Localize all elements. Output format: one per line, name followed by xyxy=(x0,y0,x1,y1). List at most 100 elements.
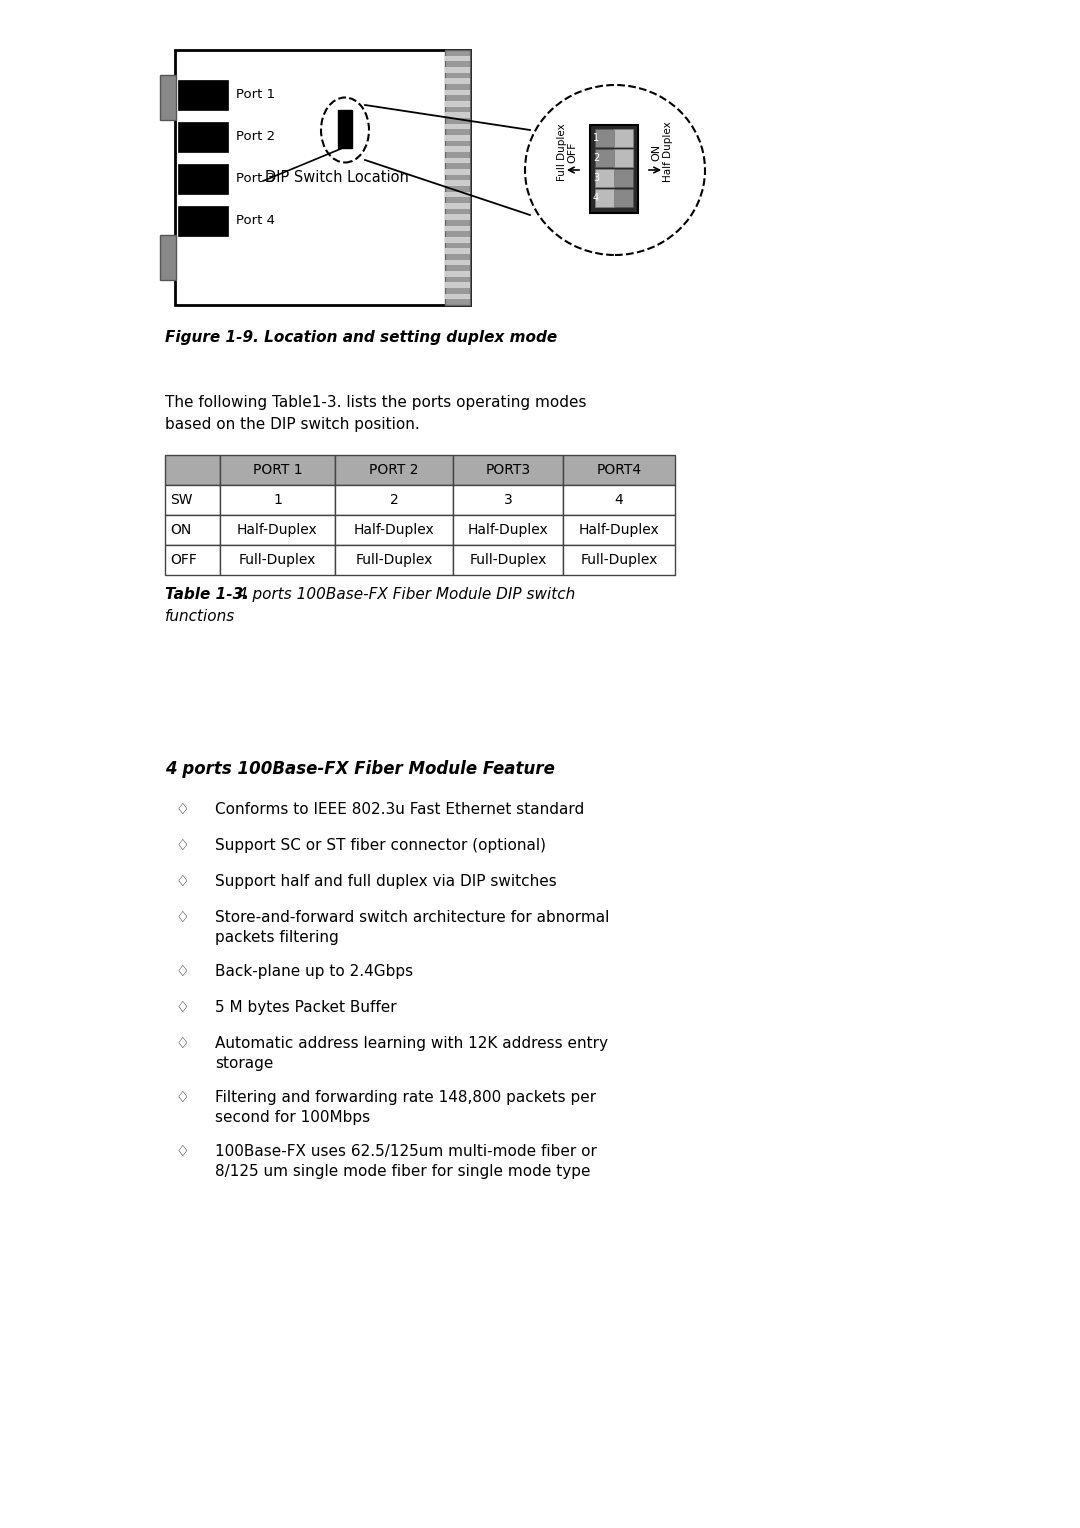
Text: PORT3: PORT3 xyxy=(485,463,530,477)
Text: Half-Duplex: Half-Duplex xyxy=(353,523,434,536)
Bar xyxy=(445,237,470,243)
Text: 1: 1 xyxy=(273,494,282,507)
Text: ♢: ♢ xyxy=(175,1036,189,1051)
Bar xyxy=(595,189,615,206)
Bar xyxy=(445,203,470,209)
Text: based on the DIP switch position.: based on the DIP switch position. xyxy=(165,417,420,432)
Bar xyxy=(445,67,470,73)
Bar xyxy=(178,79,228,110)
Bar xyxy=(335,545,453,575)
Bar xyxy=(445,124,470,130)
Bar xyxy=(453,484,563,515)
Bar xyxy=(165,545,220,575)
Text: 100Base-FX uses 62.5/125um multi-mode fiber or: 100Base-FX uses 62.5/125um multi-mode fi… xyxy=(215,1144,597,1160)
Text: OFF: OFF xyxy=(170,553,197,567)
Text: Half-Duplex: Half-Duplex xyxy=(468,523,549,536)
Text: ON: ON xyxy=(651,144,661,160)
Bar xyxy=(175,50,470,306)
Bar xyxy=(335,455,453,484)
Text: Port 3: Port 3 xyxy=(237,173,275,185)
Text: functions: functions xyxy=(165,610,235,623)
Bar xyxy=(595,170,615,186)
Text: PORT 1: PORT 1 xyxy=(253,463,302,477)
Bar xyxy=(445,180,470,186)
Text: 2: 2 xyxy=(593,153,599,163)
Text: Support SC or ST fiber connector (optional): Support SC or ST fiber connector (option… xyxy=(215,837,546,853)
Bar xyxy=(445,157,470,163)
Text: OFF: OFF xyxy=(567,141,577,163)
Text: Conforms to IEEE 802.3u Fast Ethernet standard: Conforms to IEEE 802.3u Fast Ethernet st… xyxy=(215,802,584,817)
Bar xyxy=(445,260,470,266)
Text: Full-Duplex: Full-Duplex xyxy=(470,553,546,567)
Text: 8/125 um single mode fiber for single mode type: 8/125 um single mode fiber for single mo… xyxy=(215,1164,591,1180)
Bar xyxy=(220,455,335,484)
Bar xyxy=(178,206,228,235)
Text: 2: 2 xyxy=(390,494,399,507)
Text: ♢: ♢ xyxy=(175,837,189,853)
Text: 3: 3 xyxy=(503,494,512,507)
Text: Port 2: Port 2 xyxy=(237,130,275,144)
Text: Full Duplex: Full Duplex xyxy=(557,124,567,180)
Text: Half Duplex: Half Duplex xyxy=(663,122,673,182)
Text: ON: ON xyxy=(170,523,191,536)
Text: DIP Switch Location: DIP Switch Location xyxy=(265,171,409,185)
Bar xyxy=(335,484,453,515)
Bar xyxy=(563,484,675,515)
Text: ♢: ♢ xyxy=(175,999,189,1015)
Text: Back-plane up to 2.4Gbps: Back-plane up to 2.4Gbps xyxy=(215,964,414,979)
Bar xyxy=(160,75,176,121)
Text: Full-Duplex: Full-Duplex xyxy=(355,553,433,567)
Text: 4: 4 xyxy=(615,494,623,507)
Text: 4: 4 xyxy=(593,193,599,203)
Text: ♢: ♢ xyxy=(175,964,189,979)
Bar xyxy=(445,170,470,174)
Bar xyxy=(445,283,470,287)
Text: Table 1-3.: Table 1-3. xyxy=(165,587,249,602)
Text: Half-Duplex: Half-Duplex xyxy=(238,523,318,536)
Text: Port 1: Port 1 xyxy=(237,89,275,101)
Bar xyxy=(178,163,228,194)
Bar xyxy=(453,545,563,575)
Bar xyxy=(445,113,470,118)
Text: second for 100Mbps: second for 100Mbps xyxy=(215,1109,370,1125)
Bar xyxy=(445,191,470,197)
Bar xyxy=(445,226,470,231)
Bar xyxy=(338,110,352,148)
Bar xyxy=(220,484,335,515)
Text: Automatic address learning with 12K address entry: Automatic address learning with 12K addr… xyxy=(215,1036,608,1051)
Text: Support half and full duplex via DIP switches: Support half and full duplex via DIP swi… xyxy=(215,874,557,889)
Bar xyxy=(445,55,470,61)
Bar xyxy=(220,545,335,575)
Bar xyxy=(445,78,470,84)
Bar xyxy=(445,101,470,107)
Bar xyxy=(445,214,470,220)
Text: 1: 1 xyxy=(593,133,599,144)
Text: Figure 1-9. Location and setting duplex mode: Figure 1-9. Location and setting duplex … xyxy=(165,330,557,345)
Text: ♢: ♢ xyxy=(175,1089,189,1105)
Bar xyxy=(160,235,176,280)
Text: Half-Duplex: Half-Duplex xyxy=(579,523,660,536)
Bar xyxy=(590,125,638,212)
Text: Port 4: Port 4 xyxy=(237,214,275,228)
Bar xyxy=(445,147,470,151)
Text: 3: 3 xyxy=(593,173,599,183)
Bar xyxy=(595,170,633,186)
Bar xyxy=(165,484,220,515)
Bar xyxy=(445,90,470,95)
Bar xyxy=(563,455,675,484)
Bar xyxy=(445,134,470,141)
Bar xyxy=(563,515,675,545)
Text: ♢: ♢ xyxy=(175,1144,189,1160)
Bar xyxy=(335,515,453,545)
Text: SW: SW xyxy=(170,494,192,507)
Text: 4 ports 100Base-FX Fiber Module Feature: 4 ports 100Base-FX Fiber Module Feature xyxy=(165,759,555,778)
Text: 5 M bytes Packet Buffer: 5 M bytes Packet Buffer xyxy=(215,999,396,1015)
Bar xyxy=(445,293,470,299)
Text: The following Table1-3. lists the ports operating modes: The following Table1-3. lists the ports … xyxy=(165,396,586,410)
Bar xyxy=(563,545,675,575)
Text: ♢: ♢ xyxy=(175,802,189,817)
Bar xyxy=(220,515,335,545)
Text: Full-Duplex: Full-Duplex xyxy=(239,553,316,567)
Bar xyxy=(445,50,470,306)
Text: PORT4: PORT4 xyxy=(596,463,642,477)
